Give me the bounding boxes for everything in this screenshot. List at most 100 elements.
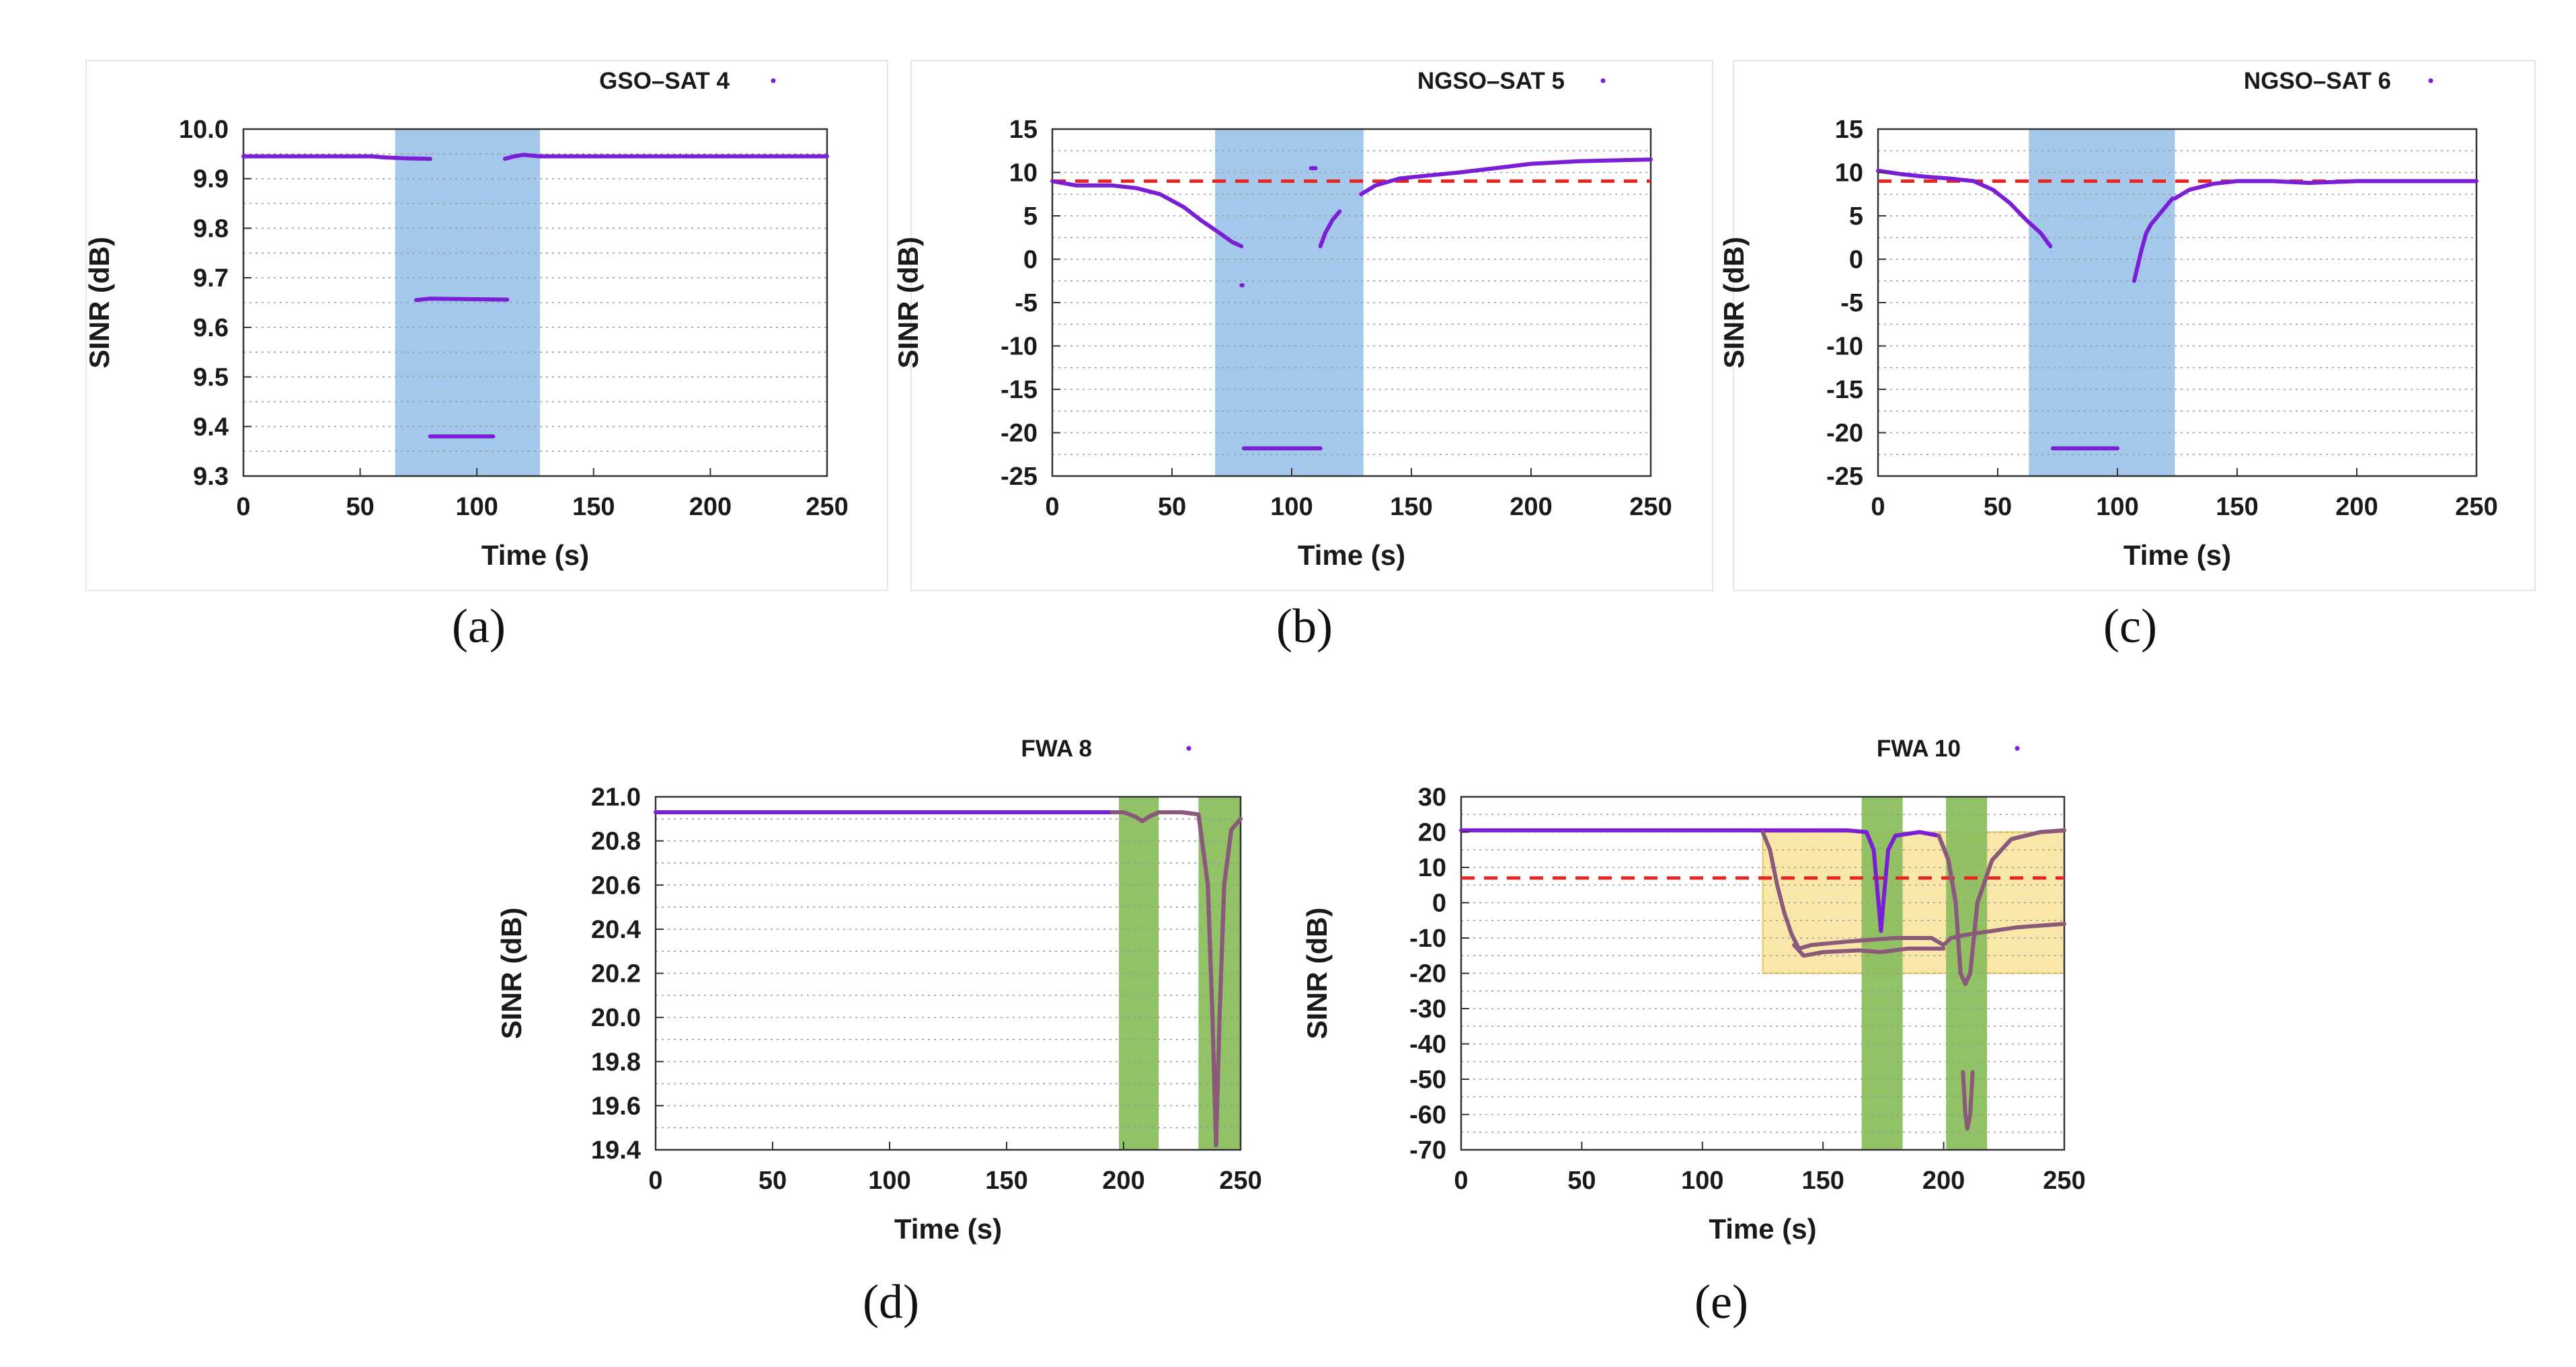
- legend-label: NGSO–SAT 5: [1417, 68, 1565, 94]
- x-tick-label: 250: [2455, 493, 2497, 521]
- y-tick-label: -5: [1840, 289, 1863, 317]
- y-axis-label: SINR (dB): [83, 237, 115, 368]
- y-tick-label: 5: [1023, 202, 1038, 231]
- x-tick-label: 150: [985, 1167, 1027, 1195]
- series-line-2: [414, 297, 510, 303]
- legend-label: FWA 10: [1877, 736, 1961, 762]
- y-tick-label: 15: [1835, 116, 1863, 144]
- panel-caption: (e): [1694, 1275, 1748, 1329]
- series-line-1: [1318, 209, 1342, 249]
- chart-panel-e: 0 50 100 150 200 250 -70 -60 -50 -40 -30 -20 -10 0 10 2…: [1301, 736, 2086, 1329]
- x-tick-label: 0: [648, 1167, 662, 1195]
- panel-caption: (c): [2103, 599, 2157, 653]
- y-tick-label: 19.4: [591, 1136, 641, 1165]
- y-axis-label: SINR (dB): [892, 237, 924, 368]
- y-tick-label: -10: [1826, 333, 1863, 361]
- chart-panel-b: 0 50 100 150 200 250 -25 -20 -15 -10 -5 0 5 10 15 Time …: [892, 60, 1713, 653]
- x-tick-label: 100: [455, 493, 498, 521]
- x-axis-label: Time (s): [481, 539, 589, 571]
- y-tick-label: 9.6: [193, 314, 229, 342]
- legend-label: GSO–SAT 4: [599, 68, 730, 94]
- y-tick-label: 20.6: [591, 871, 641, 900]
- y-axis-label: SINR (dB): [496, 908, 527, 1040]
- x-axis-label: Time (s): [2123, 539, 2231, 571]
- y-tick-label: -15: [1826, 376, 1863, 404]
- x-axis-label: Time (s): [1298, 539, 1405, 571]
- series-line-3: [1359, 157, 1653, 196]
- y-tick-label: 30: [1418, 783, 1446, 812]
- y-tick-label: 0: [1849, 246, 1863, 274]
- y-tick-label: 9.8: [193, 214, 229, 243]
- x-tick-label: 200: [1102, 1167, 1144, 1195]
- x-tick-label: 150: [572, 493, 615, 521]
- y-tick-label: 9.3: [193, 463, 229, 491]
- x-tick-label: 200: [1510, 493, 1552, 521]
- x-tick-label: 50: [758, 1167, 787, 1195]
- x-tick-label: 250: [806, 493, 848, 521]
- y-tick-label: -40: [1409, 1031, 1446, 1059]
- series-line-2: [1792, 943, 1946, 958]
- y-tick-label: -10: [1001, 333, 1038, 361]
- y-tick-label: -50: [1409, 1066, 1446, 1094]
- series-line-3: [1961, 1070, 1975, 1131]
- y-tick-label: 0: [1432, 890, 1446, 918]
- panel-caption: (d): [863, 1275, 919, 1329]
- x-tick-label: 100: [1681, 1167, 1723, 1195]
- y-tick-label: -20: [1409, 960, 1446, 988]
- x-tick-label: 0: [1871, 493, 1885, 521]
- y-tick-label: 10: [1835, 159, 1863, 188]
- series-line-0: [1050, 179, 1244, 249]
- x-tick-label: 200: [2335, 493, 2378, 521]
- x-tick-label: 150: [1390, 493, 1432, 521]
- y-tick-label: 20.0: [591, 1004, 641, 1032]
- series-line-0: [241, 154, 432, 161]
- x-tick-label: 150: [1801, 1167, 1844, 1195]
- y-axis-label: SINR (dB): [1301, 908, 1333, 1040]
- y-tick-label: 20.2: [591, 960, 641, 988]
- legend-symbol: [771, 78, 776, 83]
- x-tick-label: 100: [868, 1167, 910, 1195]
- x-tick-label: 200: [1922, 1167, 1965, 1195]
- y-tick-label: 0: [1023, 246, 1038, 274]
- chart-panel-c: 0 50 100 150 200 250 -25 -20 -15 -10 -5 0 5 10 15 Time …: [1718, 60, 2536, 653]
- y-tick-label: -15: [1001, 376, 1038, 404]
- legend-label: FWA 8: [1021, 736, 1092, 762]
- y-tick-label: -30: [1409, 995, 1446, 1023]
- y-tick-label: -60: [1409, 1101, 1446, 1130]
- series-dip-line: [1109, 810, 1243, 1148]
- plot-frame: [242, 128, 828, 477]
- x-tick-label: 250: [1219, 1167, 1261, 1195]
- legend-symbol: [1186, 746, 1192, 751]
- y-tick-label: 5: [1849, 202, 1863, 231]
- y-tick-label: 10: [1418, 854, 1446, 882]
- x-tick-label: 50: [1158, 493, 1186, 521]
- y-tick-label: -25: [1826, 463, 1863, 491]
- panel-caption: (b): [1276, 599, 1333, 653]
- y-tick-label: 20.8: [591, 828, 641, 856]
- legend-symbol: [2428, 78, 2433, 83]
- y-tick-label: 20: [1418, 819, 1446, 847]
- legend-symbol: [1600, 78, 1606, 83]
- y-tick-label: 21.0: [591, 783, 641, 812]
- legend-label: NGSO–SAT 6: [2244, 68, 2391, 94]
- y-tick-label: 9.7: [193, 264, 229, 292]
- series-dip-line: [1937, 828, 2066, 986]
- chart-panel-d: 0 50 100 150 200 250 19.4 19.6 19.8 20.0 20.2 20.4 2…: [496, 736, 1262, 1329]
- legend-symbol: [2015, 746, 2020, 751]
- series-line-0: [1876, 168, 2053, 249]
- x-tick-label: 200: [689, 493, 732, 521]
- x-tick-label: 50: [346, 493, 374, 521]
- y-axis-label: SINR (dB): [1718, 237, 1750, 368]
- y-tick-label: -25: [1001, 463, 1038, 491]
- x-tick-label: 0: [1045, 493, 1059, 521]
- x-tick-label: 100: [1270, 493, 1313, 521]
- y-tick-label: -10: [1409, 925, 1446, 953]
- series-line-1: [2132, 196, 2175, 283]
- y-tick-label: -20: [1001, 420, 1038, 448]
- x-tick-label: 0: [1454, 1167, 1468, 1195]
- x-axis-label: Time (s): [1709, 1213, 1816, 1245]
- y-tick-label: -70: [1409, 1136, 1446, 1165]
- y-tick-label: 10.0: [179, 116, 229, 144]
- y-tick-label: 9.5: [193, 364, 229, 392]
